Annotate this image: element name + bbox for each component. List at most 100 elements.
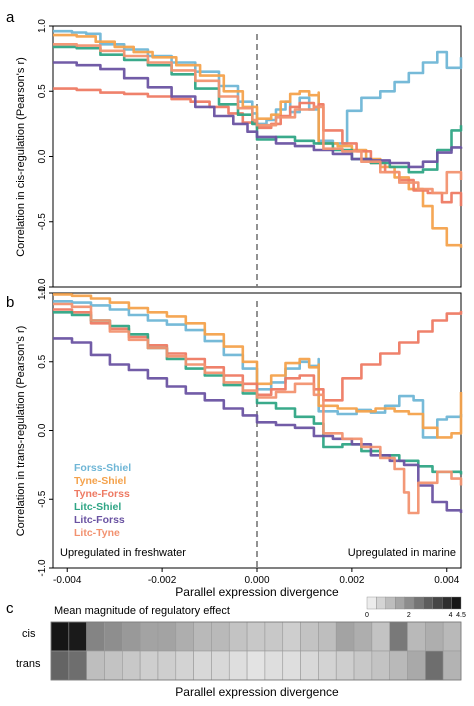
annotation-marine: Upregulated in marine — [348, 547, 456, 559]
heatmap-cell-trans-21 — [407, 650, 426, 681]
heatmap-cell-cis-8 — [175, 621, 194, 652]
legend-item-tyne-shiel: Tyne-Shiel — [74, 475, 126, 487]
heatmap-cell-trans-22 — [425, 650, 444, 681]
panel-b-line-litc-tyne — [53, 302, 463, 515]
panel-a: Correlation in cis-regulation (Pearson's… — [15, 19, 463, 296]
heatmap-cell-cis-18 — [353, 621, 373, 652]
legend-item-litc-tyne: Litc-Tyne — [74, 527, 120, 539]
panel-b-line-litc-shiel — [53, 311, 463, 475]
heatmap-cell-cis-6 — [139, 621, 159, 652]
heatmap-cell-cis-12 — [246, 621, 266, 652]
legend-item-litc-shiel: Litc-Shiel — [74, 501, 121, 513]
heatmap-cell-cis-3 — [86, 621, 105, 652]
panel-label-c: c — [6, 600, 14, 617]
heatmap-xlabel: Parallel expression divergence — [175, 685, 339, 699]
heatmap-cell-cis-17 — [335, 621, 355, 652]
panel-b-lines — [53, 293, 463, 515]
heatmap-row-label-cis: cis — [22, 628, 36, 640]
colorbar-swatch — [432, 596, 443, 610]
heatmap-cell-trans-14 — [282, 650, 301, 681]
panel-b-xtick-label: -0.002 — [148, 575, 177, 586]
panel-b-line-forss-shiel — [53, 300, 463, 439]
colorbar-tick-label: 2 — [407, 612, 411, 619]
colorbar-swatch — [376, 596, 386, 610]
heatmap-cell-trans-17 — [335, 650, 355, 681]
heatmap-cell-cis-21 — [407, 621, 426, 652]
heatmap-cell-trans-1 — [50, 650, 70, 681]
panel-b-ytick-label: 0.5 — [37, 354, 48, 368]
heatmap-cell-cis-2 — [68, 621, 87, 652]
heatmap-cell-cis-20 — [389, 621, 408, 652]
panel-a-line-litc-tyne — [53, 43, 463, 195]
panel-b-xlabel: Parallel expression divergence — [175, 585, 339, 599]
colorbar-swatch — [413, 596, 424, 610]
heatmap-cell-cis-15 — [300, 621, 319, 652]
panel-a-ytick-label: -1.0 — [37, 278, 48, 296]
panel-b-ylabel: Correlation in trans-regulation (Pearson… — [15, 326, 27, 537]
heatmap-cell-cis-19 — [371, 621, 390, 652]
heatmap-cell-trans-16 — [318, 650, 337, 681]
panel-b-ytick-label: 0.0 — [37, 423, 48, 437]
heatmap-cell-trans-12 — [246, 650, 266, 681]
panel-b-line-tyne-shiel — [53, 293, 463, 439]
colorbar-swatch — [385, 596, 396, 610]
heatmap-grid — [50, 621, 462, 681]
panel-a-ytick-label: 0.5 — [37, 84, 48, 98]
panel-a-axes: 1.0 0.5 0.0 -0.5 -1.0 — [37, 19, 258, 296]
heatmap-cell-trans-13 — [264, 650, 284, 681]
heatmap-cell-trans-9 — [193, 650, 212, 681]
heatmap-cell-trans-20 — [389, 650, 408, 681]
panel-b-ytick-label: -1.0 — [37, 559, 48, 577]
panel-b-xtick-label: -0.004 — [53, 575, 82, 586]
heatmap-colorbar: 0 2 4 4.5 — [365, 596, 466, 619]
heatmap-cell-cis-4 — [104, 621, 123, 652]
annotation-freshwater: Upregulated in freshwater — [60, 547, 186, 559]
panel-label-b: b — [6, 294, 14, 311]
panel-b: Correlation in trans-regulation (Pearson… — [15, 286, 463, 599]
heatmap-cell-cis-23 — [442, 621, 462, 652]
panel-b-xtick-label: 0.000 — [244, 575, 269, 586]
panel-label-a: a — [6, 9, 15, 26]
heatmap-cell-trans-10 — [211, 650, 230, 681]
heatmap-cell-cis-1 — [50, 621, 70, 652]
colorbar-tick-label: 4.5 — [456, 612, 466, 619]
panel-b-ytick-label: 1.0 — [37, 286, 48, 300]
colorbar-swatch — [404, 596, 415, 610]
heatmap-row-label-trans: trans — [16, 658, 41, 670]
heatmap-cell-trans-5 — [122, 650, 141, 681]
colorbar-swatch — [451, 596, 462, 610]
legend-item-tyne-forss: Tyne-Forss — [74, 488, 130, 500]
heatmap-cell-cis-11 — [228, 621, 248, 652]
colorbar-tick-label: 4 — [449, 612, 453, 619]
heatmap-cell-cis-7 — [157, 621, 177, 652]
heatmap-cell-trans-3 — [86, 650, 105, 681]
heatmap-cell-trans-23 — [442, 650, 462, 681]
panel-a-ylabel: Correlation in cis-regulation (Pearson's… — [15, 57, 27, 257]
heatmap-cell-cis-9 — [193, 621, 212, 652]
colorbar-swatch — [395, 596, 405, 610]
heatmap-cell-trans-4 — [104, 650, 123, 681]
heatmap-cell-cis-5 — [122, 621, 141, 652]
panel-a-ytick-label: 1.0 — [37, 19, 48, 33]
heatmap-cell-trans-2 — [68, 650, 87, 681]
legend-item-forss-shiel: Forss-Shiel — [74, 462, 131, 474]
legend-item-litc-forss: Litc-Forss — [74, 514, 125, 526]
heatmap-cell-trans-11 — [228, 650, 248, 681]
colorbar-swatch — [366, 596, 377, 610]
colorbar-swatch — [442, 596, 452, 610]
heatmap-cell-cis-22 — [425, 621, 444, 652]
panel-b-legend: Forss-ShielTyne-ShielTyne-ForssLitc-Shie… — [74, 462, 131, 539]
panel-a-line-litc-forss — [53, 61, 463, 169]
heatmap-title: Mean magnitude of regulatory effect — [54, 605, 230, 617]
panel-b-ytick-label: -0.5 — [37, 490, 48, 508]
heatmap-cell-cis-16 — [318, 621, 337, 652]
colorbar-tick-label: 0 — [365, 612, 369, 619]
panel-a-lines — [53, 29, 463, 248]
heatmap-cell-trans-8 — [175, 650, 194, 681]
heatmap-cell-trans-15 — [300, 650, 319, 681]
panel-b-xtick-label: 0.002 — [339, 575, 364, 586]
heatmap-cell-cis-13 — [264, 621, 284, 652]
heatmap-cell-cis-10 — [211, 621, 230, 652]
